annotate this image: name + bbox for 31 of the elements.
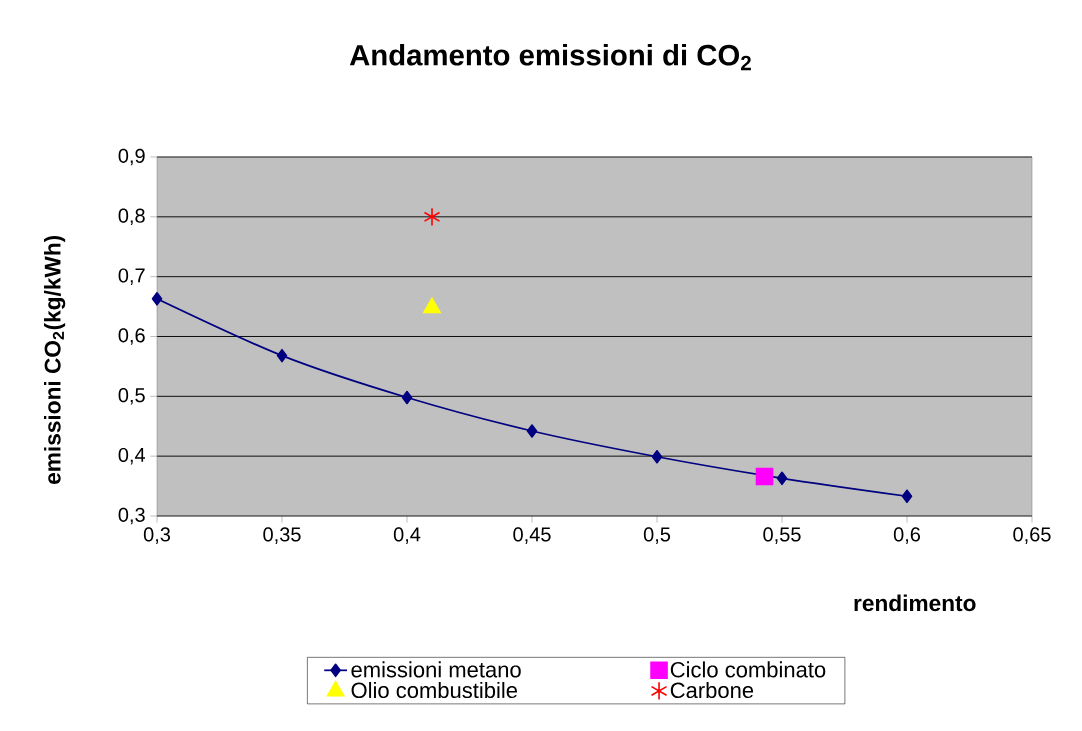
y-tick-label: 0,8 xyxy=(118,208,145,226)
point xyxy=(401,390,413,405)
y-tick-label: 0,4 xyxy=(118,447,146,465)
point xyxy=(276,348,288,363)
y-tick-label: 0,5 xyxy=(118,388,145,405)
x-tick-label: 0,5 xyxy=(643,527,671,544)
x-tick-label: 0,65 xyxy=(1013,527,1051,544)
chart-title: Andamento emissioni di CO$_{2}$ xyxy=(349,44,751,71)
x-axis-title: rendimento xyxy=(854,594,976,612)
legend-label: Carbone xyxy=(670,681,754,699)
point xyxy=(755,467,774,486)
y-tick-label: 0,7 xyxy=(118,268,145,285)
y-tick-label: 0,9 xyxy=(118,148,145,166)
point xyxy=(901,489,913,504)
legend-label: emissioni metano xyxy=(351,661,521,678)
y-axis-title: emissioni CO$_{2}$(kg/kWh) xyxy=(44,235,66,484)
x-tick-label: 0,3 xyxy=(143,527,171,544)
x-tick-label: 0,35 xyxy=(263,527,301,544)
legend-label: Olio combustibile xyxy=(351,681,518,699)
y-tick-label: 0,3 xyxy=(118,507,145,525)
point xyxy=(651,449,663,464)
point xyxy=(423,207,441,227)
x-tick-label: 0,55 xyxy=(763,527,801,544)
x-tick-label: 0,45 xyxy=(513,527,551,544)
legend-label: Ciclo combinato xyxy=(670,661,826,678)
point xyxy=(151,292,163,306)
x-tick-label: 0,4 xyxy=(393,527,421,544)
y-tick-label: 0,6 xyxy=(118,328,145,345)
point xyxy=(526,424,538,438)
x-tick-label: 0,6 xyxy=(893,527,921,544)
point xyxy=(776,471,788,486)
